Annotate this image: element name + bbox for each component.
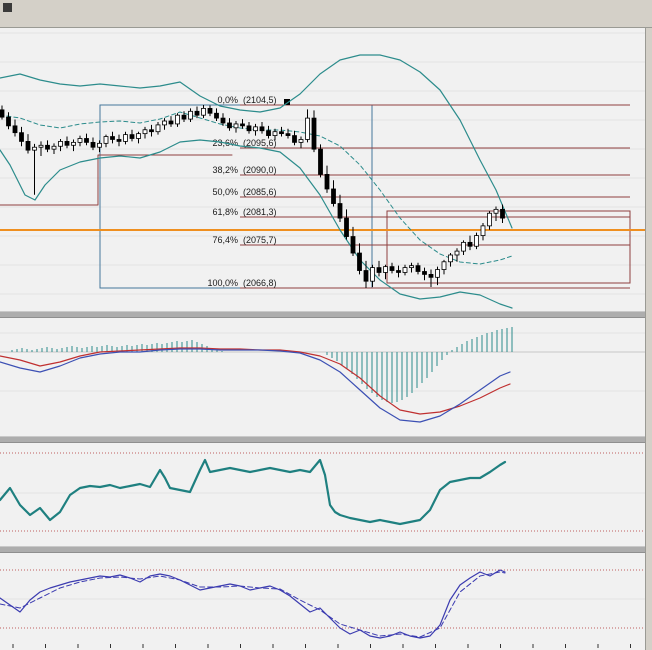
right-margin	[645, 28, 652, 650]
fib-label-price: (2075,7)	[243, 235, 277, 245]
range-rectangle	[386, 210, 631, 284]
fib-label-pct: 76,4%	[212, 235, 238, 245]
fib-label-price: (2085,6)	[243, 187, 277, 197]
toolbar	[0, 0, 652, 28]
fib-label-price: (2066,8)	[243, 278, 277, 288]
toolbar-icon-fragment	[3, 3, 12, 12]
fib-label-price: (2104,5)	[243, 95, 277, 105]
price-chart-canvas[interactable]: 0,0% (2104,5)23,6% (2095,6)38,2% (2090,0)50…	[0, 28, 645, 311]
panel-separator[interactable]	[0, 546, 645, 553]
time-axis-canvas[interactable]	[0, 643, 645, 650]
stochastic-main-line	[0, 569, 506, 639]
bollinger-upper-band	[0, 54, 513, 229]
macd-panel[interactable]	[0, 318, 645, 436]
fib-label-pct: 50,0%	[212, 187, 238, 197]
macd-signal-line	[0, 347, 511, 415]
bollinger-lower-band	[0, 139, 513, 309]
chart-stack: 0,0% (2104,5) 23,6% (2095,6) 38,2% (2090,0) 50…	[0, 28, 645, 650]
panel-separator[interactable]	[0, 311, 645, 318]
stochastic-panel[interactable]	[0, 553, 645, 640]
candlesticks	[0, 105, 505, 288]
macd-canvas[interactable]	[0, 318, 645, 436]
fib-label-pct: 0,0%	[217, 95, 238, 105]
time-axis[interactable]	[0, 640, 645, 650]
time-ticks	[12, 644, 631, 648]
macd-line	[0, 348, 511, 423]
support-step-line	[0, 154, 233, 206]
fibonacci-retracement: 0,0% (2104,5)23,6% (2095,6)38,2% (2090,0)50…	[207, 95, 630, 289]
fib-label-price: (2081,3)	[243, 207, 277, 217]
panel-separator[interactable]	[0, 436, 645, 443]
price-panel[interactable]: 0,0% (2104,5) 23,6% (2095,6) 38,2% (2090,0) 50…	[0, 28, 645, 311]
fib-drag-handle[interactable]	[284, 99, 290, 105]
fib-label-pct: 100,0%	[207, 278, 238, 288]
fib-label-price: (2095,6)	[243, 138, 277, 148]
oscillator-panel[interactable]	[0, 443, 645, 546]
macd-histogram	[11, 327, 513, 403]
fib-label-price: (2090,0)	[243, 165, 277, 175]
oscillator-line	[0, 458, 507, 526]
stochastic-canvas[interactable]	[0, 553, 645, 640]
fib-label-pct: 61,8%	[212, 207, 238, 217]
fib-label-pct: 38,2%	[212, 165, 238, 175]
stochastic-signal-line	[0, 571, 506, 638]
oscillator-canvas[interactable]	[0, 443, 645, 546]
